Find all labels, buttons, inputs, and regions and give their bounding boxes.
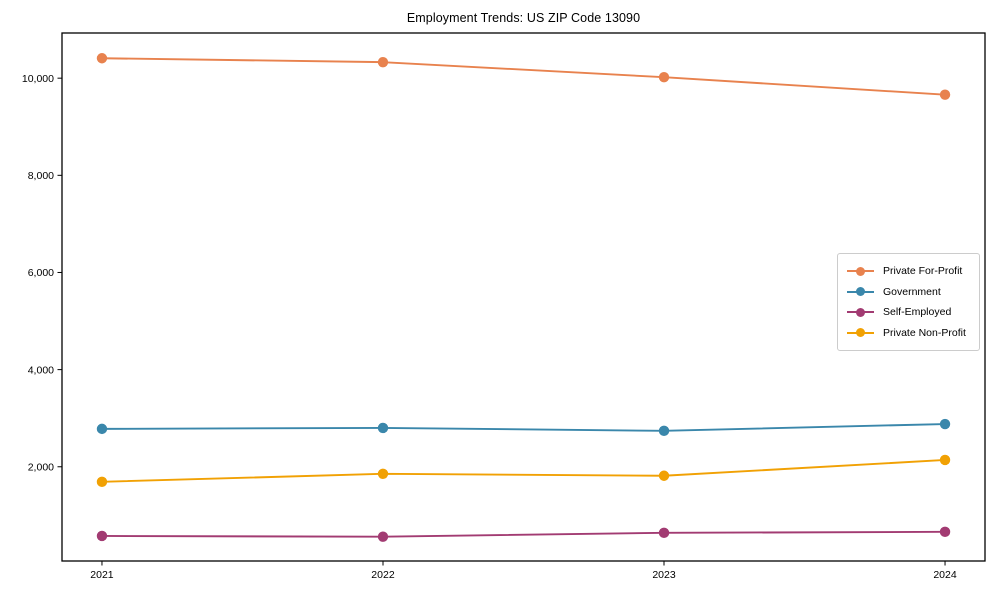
legend-swatch-icon [847, 286, 874, 297]
x-tick-label: 2023 [652, 569, 676, 581]
legend-swatch-icon [847, 327, 874, 338]
data-point-private-for-profit [96, 53, 108, 64]
x-tick-label: 2021 [90, 569, 114, 581]
x-tick-label: 2022 [371, 569, 395, 581]
y-tick-label: 4,000 [28, 364, 54, 376]
chart-title: Employment Trends: US ZIP Code 13090 [406, 11, 641, 25]
data-point-private-for-profit [377, 56, 389, 68]
data-point-government [658, 425, 670, 437]
data-point-self-employed [377, 531, 389, 542]
legend-swatch-icon [847, 307, 874, 318]
legend-entry: Government [847, 282, 970, 303]
data-point-private-non-profit [939, 454, 951, 466]
series-line-private-non-profit [101, 459, 946, 483]
axes-spines [61, 32, 986, 562]
legend-entry: Private For-Profit [847, 261, 970, 282]
data-point-self-employed [939, 526, 951, 538]
legend-swatch-icon [847, 266, 874, 277]
data-point-private-for-profit [939, 89, 951, 100]
legend-entry: Private Non-Profit [847, 323, 970, 344]
legend-label: Self-Employed [883, 306, 952, 319]
series-line-government [101, 423, 946, 432]
data-point-private-non-profit [96, 476, 108, 488]
data-point-private-non-profit [377, 468, 389, 480]
legend-entry: Self-Employed [847, 302, 970, 323]
legend-label: Government [883, 285, 941, 298]
data-point-private-non-profit [658, 470, 670, 481]
data-point-private-for-profit [658, 72, 670, 83]
data-point-government [96, 423, 108, 435]
data-point-self-employed [96, 530, 108, 542]
legend-label: Private Non-Profit [883, 326, 966, 339]
series-line-self-employed [101, 530, 946, 538]
legend-label: Private For-Profit [883, 265, 963, 278]
data-point-self-employed [658, 527, 670, 539]
y-tick-label: 10,000 [22, 73, 54, 85]
y-tick-label: 2,000 [28, 461, 54, 473]
y-tick-label: 6,000 [28, 267, 54, 279]
series-line-private-for-profit [101, 57, 946, 96]
x-tick-label: 2024 [933, 569, 957, 581]
data-point-government [377, 422, 389, 434]
data-point-government [939, 418, 951, 430]
legend: Private For-Profit Government Self-Employe… [837, 253, 980, 351]
y-tick-label: 8,000 [28, 170, 54, 182]
